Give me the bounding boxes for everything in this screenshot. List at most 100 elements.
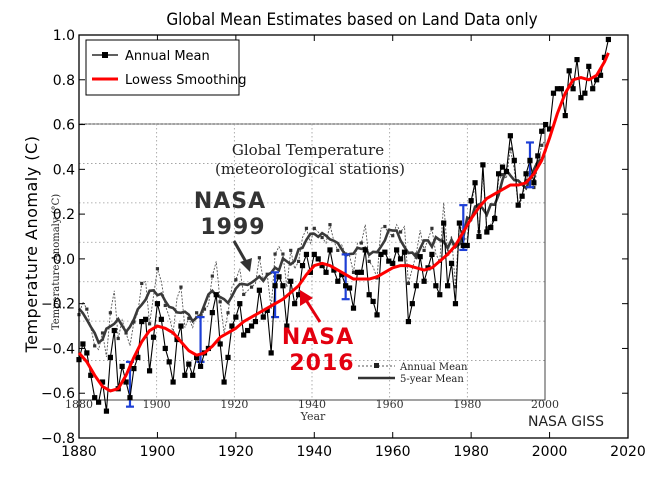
annual-mean-point: [433, 283, 439, 289]
annual-mean-point: [131, 365, 137, 372]
annual-mean-point: [288, 278, 294, 284]
annual-mean-point: [476, 233, 482, 240]
annual-mean-point: [103, 408, 110, 414]
annual-mean-point: [296, 292, 302, 298]
annual-mean-point: [284, 323, 290, 329]
annual-mean-point: [397, 256, 404, 262]
nasa-1999-line2: 1999: [200, 215, 265, 240]
annual-mean-point: [448, 260, 455, 266]
annual-mean-point: [527, 157, 533, 163]
annual-mean-point: [417, 254, 423, 260]
annual-mean-point: [488, 224, 494, 231]
annual-mean-point: [323, 269, 329, 275]
x-tick-label: 1980: [453, 444, 489, 460]
annual-mean-point: [96, 399, 102, 405]
annual-mean-point: [374, 312, 380, 318]
annual-mean-point: [150, 334, 157, 340]
annual-mean-point: [605, 36, 611, 43]
inset-xtick-label: 1940: [298, 398, 326, 411]
annual-mean-point: [370, 298, 376, 305]
annual-mean-point: [88, 372, 94, 378]
legend-lowess-text: Lowess Smoothing: [125, 73, 247, 88]
annual-mean-point: [586, 63, 592, 69]
annual-mean-point: [335, 278, 341, 284]
y-tick-label: −0.6: [41, 386, 75, 402]
inset-5yr-line: [77, 149, 547, 345]
annual-mean-point: [92, 395, 98, 401]
inset-annual-point: [218, 300, 222, 304]
annual-mean-point: [123, 379, 129, 385]
inset-annual-point: [234, 278, 238, 282]
annual-mean-point: [146, 368, 153, 374]
inset-xtick-label: 1900: [143, 398, 171, 411]
annual-mean-point: [299, 263, 306, 269]
annual-mean-point: [582, 90, 588, 96]
annual-mean-point: [511, 157, 517, 163]
annual-mean-point: [135, 354, 141, 360]
annual-mean-point: [523, 171, 529, 177]
annual-mean-point: [119, 363, 125, 369]
annual-mean-point: [280, 283, 286, 289]
annual-mean-point: [264, 307, 270, 313]
y-tick-label: −0.4: [41, 341, 75, 357]
y-tick-label: 0.8: [53, 73, 75, 89]
y-tick-label: 0.4: [53, 162, 75, 178]
y-tick-label: −0.8: [41, 431, 75, 447]
annual-mean-point: [158, 316, 164, 322]
plot-frame: [78, 34, 629, 439]
annual-mean-point: [519, 193, 525, 199]
inset-annual-point: [312, 226, 316, 230]
inset-xticks: 1880 1900 1920 1940 1960 1980 2000: [65, 398, 559, 411]
x-tick-label: 1880: [61, 444, 97, 460]
annual-mean-point: [327, 247, 333, 253]
annual-mean-point: [401, 249, 408, 255]
annual-mean-point: [99, 379, 106, 385]
inset-annual-point: [195, 311, 199, 315]
annual-mean-point: [260, 314, 266, 320]
annual-mean-point: [484, 229, 490, 235]
annual-mean-point: [76, 357, 82, 363]
y-axis-ticks: −0.8 −0.6 −0.4 −0.2 0.0 0.2 0.4 0.6 0.8 1.0: [41, 28, 628, 447]
annual-mean-point: [162, 345, 168, 352]
annual-mean-point: [452, 301, 459, 307]
annual-mean-point: [456, 220, 462, 226]
inset-title-line2: (meteorological stations): [215, 160, 405, 178]
annual-mean-point: [503, 168, 510, 175]
inset-annual-point: [320, 235, 324, 240]
inset-annual-point: [508, 147, 512, 151]
annual-mean-point: [252, 318, 259, 325]
nasa-1999-annotation: NASA 1999: [194, 189, 265, 272]
nasa-2016-arrow-shaft: [304, 299, 322, 323]
legend: Annual Mean Lowess Smoothing: [85, 39, 247, 96]
annual-mean-point: [84, 350, 90, 356]
inset-annual-point: [391, 234, 395, 238]
inset-annual-point: [249, 285, 254, 289]
inset-annual-point: [85, 307, 89, 311]
inset-xtick-label: 1920: [220, 398, 248, 411]
inset-legend-annual-text: Annual Mean: [399, 362, 468, 373]
inset-annual-point: [116, 336, 120, 341]
annual-mean-point: [366, 292, 372, 298]
inset-annual-point: [398, 230, 403, 234]
main-series: [76, 36, 611, 414]
inset-annual-point: [367, 259, 371, 263]
annual-mean-point: [578, 95, 584, 101]
annual-mean-point: [543, 121, 549, 128]
annual-mean-point: [562, 113, 568, 119]
annual-mean-point: [292, 301, 298, 307]
annual-mean-point: [546, 126, 553, 132]
annual-mean-point: [601, 54, 608, 60]
annual-mean-point: [315, 256, 321, 262]
inset-xlabel: Year: [300, 410, 326, 423]
annual-mean-point: [111, 327, 117, 334]
annual-mean-point: [460, 242, 466, 249]
inset-legend-5yr-text: 5-year Mean: [400, 374, 464, 385]
inset-annual-point: [297, 259, 301, 263]
annual-mean-point: [143, 316, 149, 322]
annual-mean-point: [221, 379, 227, 385]
annual-mean-point: [268, 350, 274, 356]
annual-mean-point: [248, 323, 255, 329]
annual-mean-point: [217, 341, 223, 347]
legend-annual-text: Annual Mean: [125, 49, 210, 64]
inset-legend-annual-marker: [374, 363, 379, 368]
